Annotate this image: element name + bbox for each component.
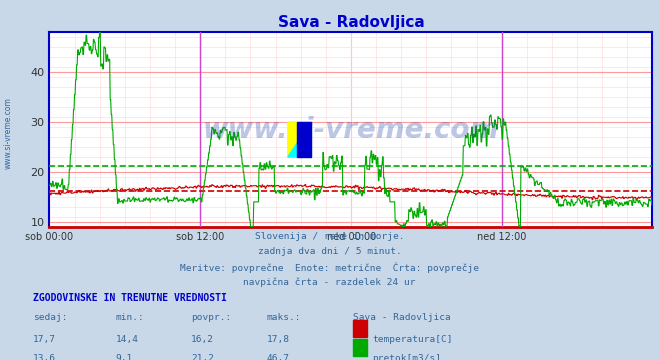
Text: temperatura[C]: temperatura[C] — [372, 335, 453, 344]
Text: 14,4: 14,4 — [115, 335, 138, 344]
Text: 21,2: 21,2 — [191, 354, 214, 360]
Text: ZGODOVINSKE IN TRENUTNE VREDNOSTI: ZGODOVINSKE IN TRENUTNE VREDNOSTI — [33, 293, 227, 303]
Text: povpr.:: povpr.: — [191, 313, 231, 322]
Text: Meritve: povprečne  Enote: metrične  Črta: povprečje: Meritve: povprečne Enote: metrične Črta:… — [180, 262, 479, 273]
Text: zadnja dva dni / 5 minut.: zadnja dva dni / 5 minut. — [258, 247, 401, 256]
Text: 17,7: 17,7 — [33, 335, 56, 344]
Text: min.:: min.: — [115, 313, 144, 322]
Text: Slovenija / reke in morje.: Slovenija / reke in morje. — [255, 232, 404, 241]
Polygon shape — [288, 122, 311, 157]
Text: 46,7: 46,7 — [267, 354, 290, 360]
Text: Sava - Radovljica: Sava - Radovljica — [353, 313, 450, 322]
Text: navpična črta - razdelek 24 ur: navpična črta - razdelek 24 ur — [243, 278, 416, 287]
Polygon shape — [288, 122, 311, 157]
Text: 17,8: 17,8 — [267, 335, 290, 344]
Text: maks.:: maks.: — [267, 313, 301, 322]
Text: 9,1: 9,1 — [115, 354, 132, 360]
Bar — [297, 122, 311, 157]
Text: www.si-vreme.com: www.si-vreme.com — [203, 116, 499, 144]
Text: sedaj:: sedaj: — [33, 313, 67, 322]
Text: 13,6: 13,6 — [33, 354, 56, 360]
Title: Sava - Radovljica: Sava - Radovljica — [277, 15, 424, 30]
Text: 16,2: 16,2 — [191, 335, 214, 344]
Text: pretok[m3/s]: pretok[m3/s] — [372, 354, 442, 360]
Text: www.si-vreme.com: www.si-vreme.com — [3, 97, 13, 169]
